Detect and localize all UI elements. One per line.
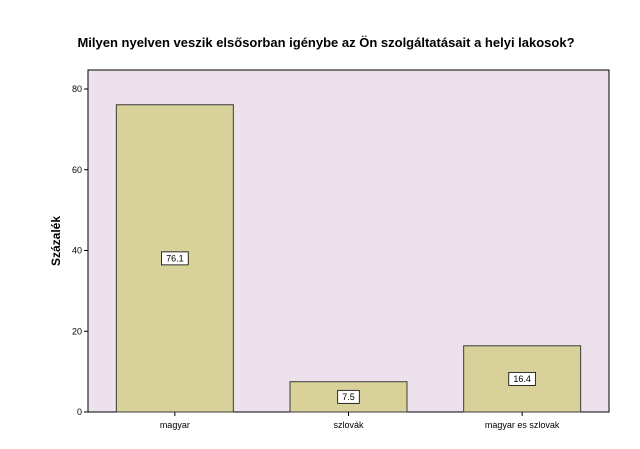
x-axis: magyar szlovák magyar es szlovak (160, 412, 560, 430)
bars-layer: 76.1 7.5 16.4 (115, 104, 582, 413)
y-tick-label: 40 (72, 246, 82, 256)
y-axis-label: Százalék (49, 216, 63, 266)
y-tick-label: 80 (72, 84, 82, 94)
data-label-box (508, 371, 536, 386)
y-tick-label: 60 (72, 165, 82, 175)
data-label: 16.4 (513, 374, 531, 384)
y-axis: 0 20 40 60 80 (72, 84, 88, 417)
data-label: 7.5 (342, 392, 355, 402)
y-tick-label: 20 (72, 326, 82, 336)
data-label-box (161, 251, 189, 266)
chart-title: Milyen nyelven veszik elsősorban igénybe… (77, 35, 574, 50)
x-category-label: magyar (160, 420, 190, 430)
y-tick-label: 0 (77, 407, 82, 417)
x-category-label: szlovák (333, 420, 364, 430)
data-label: 76.1 (166, 253, 184, 263)
data-label-box (337, 389, 360, 404)
x-category-label: magyar es szlovak (485, 420, 560, 430)
